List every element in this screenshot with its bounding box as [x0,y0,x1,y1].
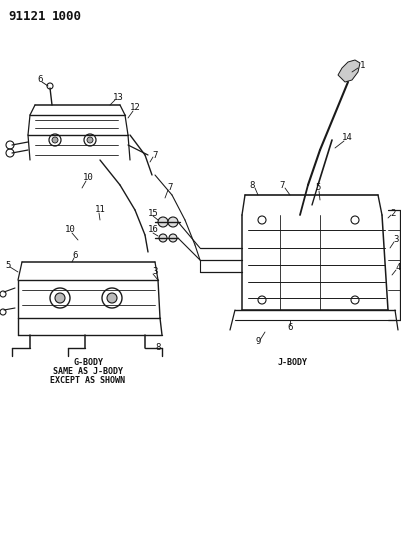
Text: G-BODY: G-BODY [73,358,103,367]
Circle shape [52,137,58,143]
Text: 14: 14 [342,133,352,142]
Text: 9: 9 [255,337,261,346]
Text: 12: 12 [130,103,140,112]
Text: 7: 7 [152,150,158,159]
Text: 8: 8 [249,181,255,190]
Text: 2: 2 [390,208,396,217]
Circle shape [87,137,93,143]
Text: J-BODY: J-BODY [278,358,308,367]
Text: 3: 3 [152,268,158,277]
Text: 16: 16 [148,225,158,235]
Circle shape [107,293,117,303]
Text: 6: 6 [37,76,43,85]
Circle shape [169,234,177,242]
Text: EXCEPT AS SHOWN: EXCEPT AS SHOWN [51,376,126,385]
Circle shape [168,217,178,227]
Circle shape [159,234,167,242]
Text: 1: 1 [360,61,366,69]
Text: 10: 10 [83,174,93,182]
Text: 5: 5 [315,183,321,192]
Text: 8: 8 [155,343,161,352]
Circle shape [55,293,65,303]
Text: 11: 11 [95,206,105,214]
Text: SAME AS J-BODY: SAME AS J-BODY [53,367,123,376]
Circle shape [158,217,168,227]
Text: 7: 7 [279,181,285,190]
Text: 91121: 91121 [8,10,45,23]
Text: 4: 4 [395,263,401,272]
Text: 10: 10 [65,225,75,235]
Text: 1000: 1000 [52,10,82,23]
Polygon shape [338,60,360,82]
Text: 6: 6 [287,324,293,333]
Text: 13: 13 [113,93,124,102]
Text: 6: 6 [72,251,78,260]
Text: 7: 7 [167,183,173,192]
Text: 3: 3 [393,236,399,245]
Text: 5: 5 [5,261,11,270]
Text: 15: 15 [148,208,158,217]
